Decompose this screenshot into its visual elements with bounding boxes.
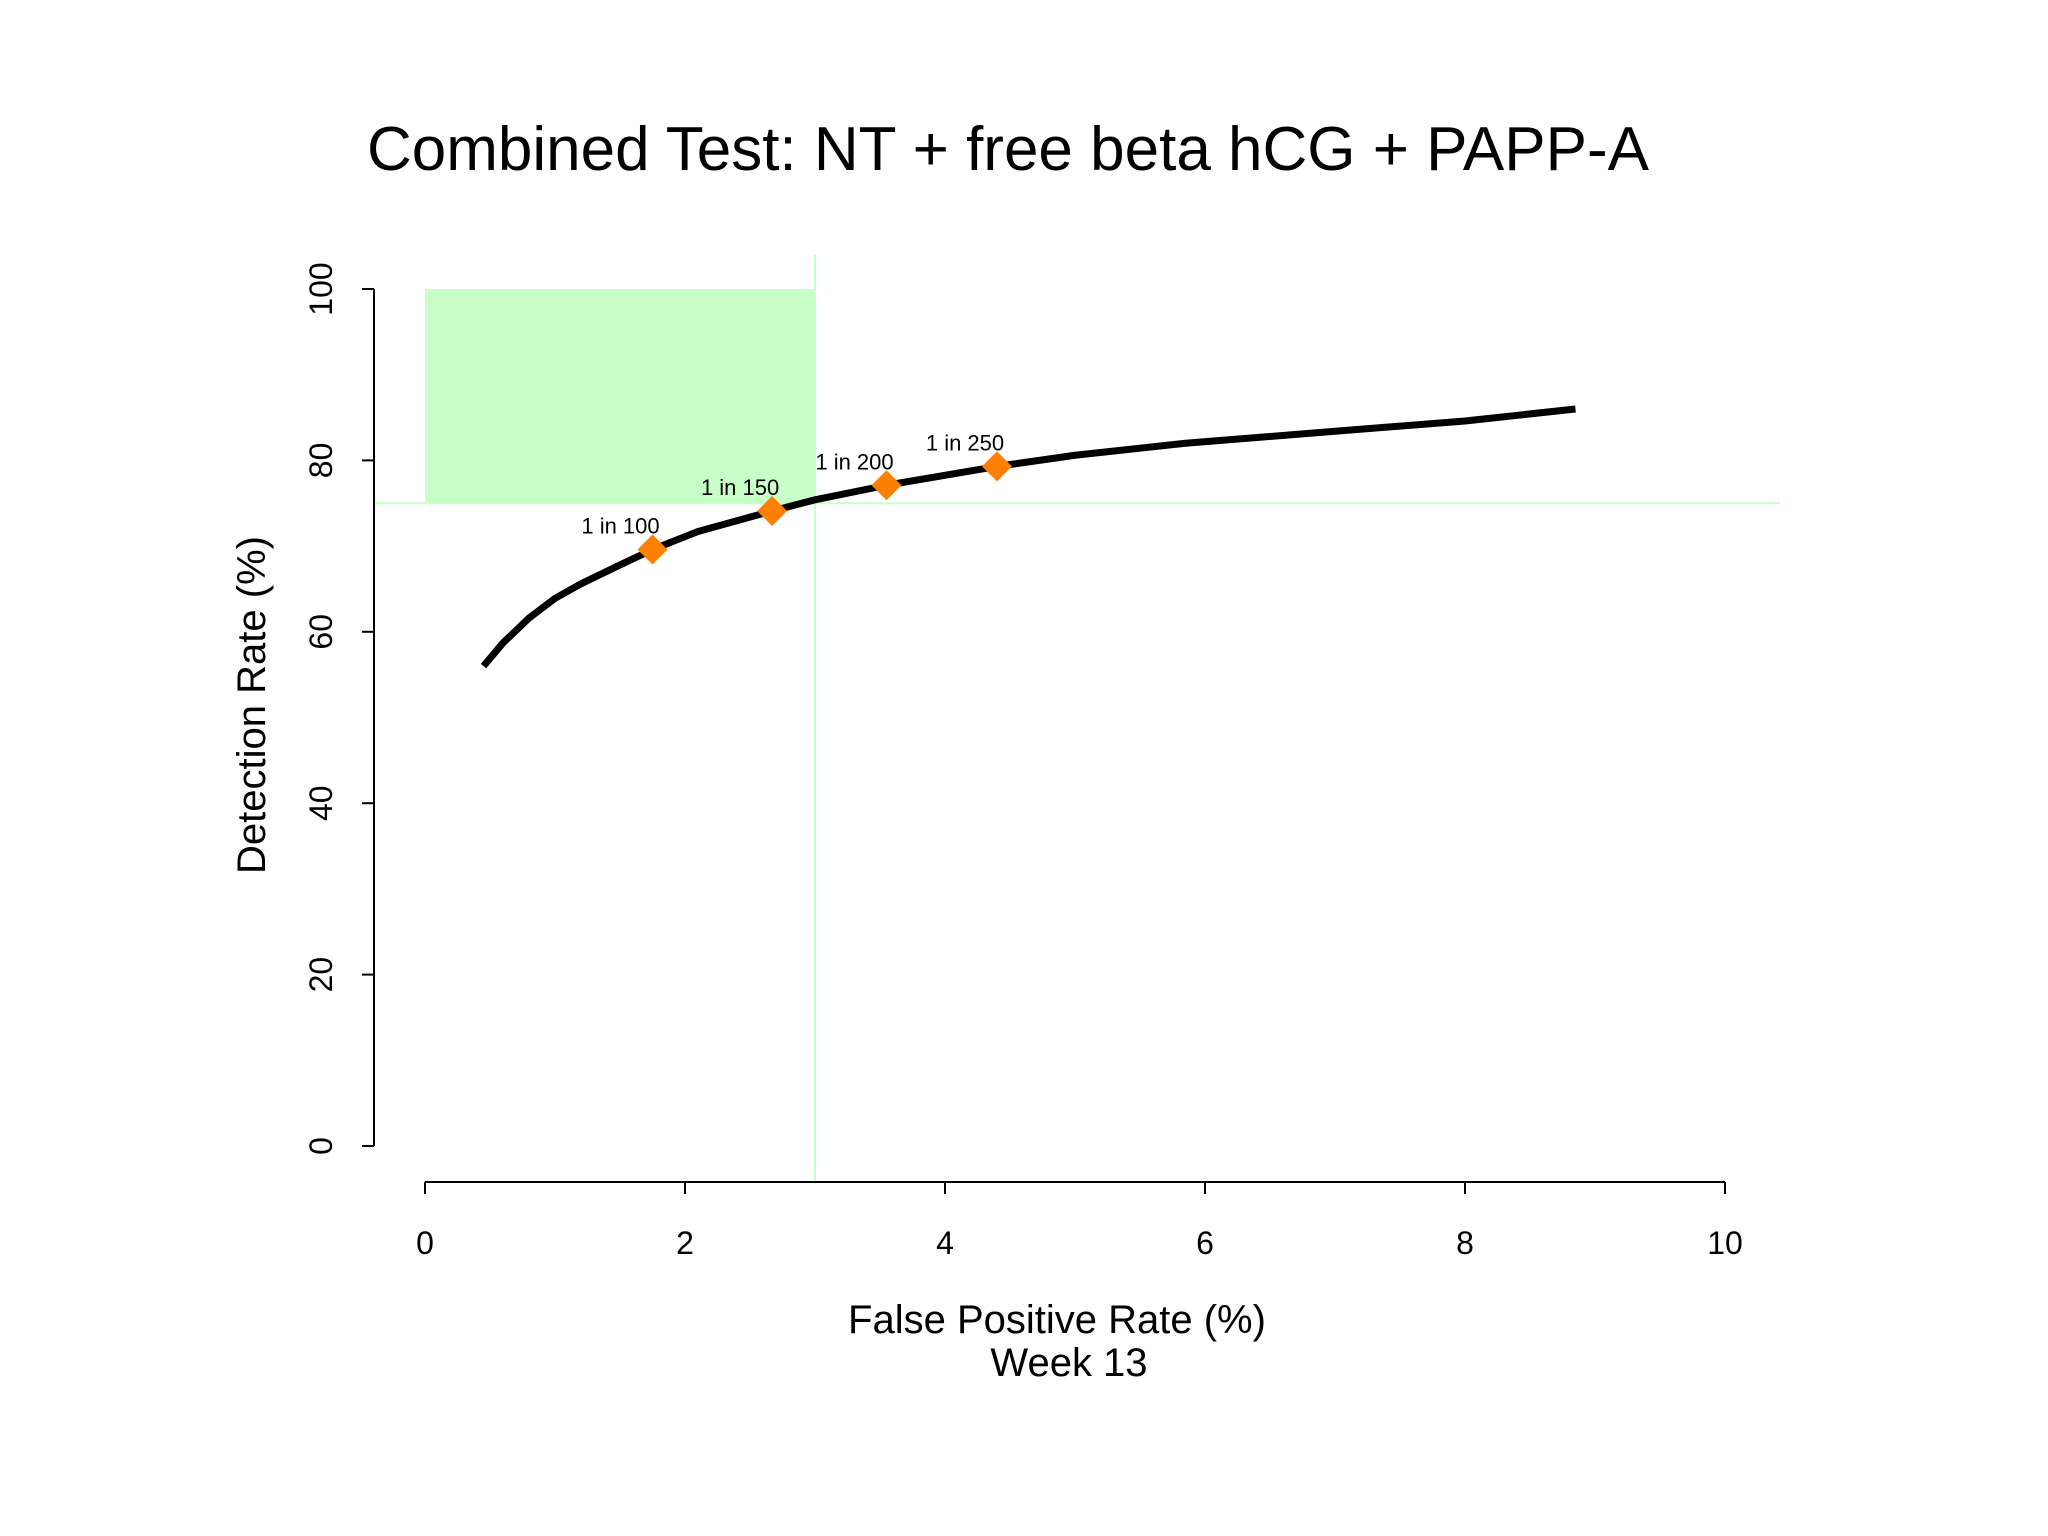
x-tick-label: 0 xyxy=(416,1225,434,1261)
x-tick-label: 10 xyxy=(1707,1225,1743,1261)
x-tick-label: 6 xyxy=(1196,1225,1214,1261)
chart-title: Combined Test: NT + free beta hCG + PAPP… xyxy=(367,115,1650,184)
y-tick-label: 80 xyxy=(303,443,339,479)
y-tick-label: 40 xyxy=(303,785,339,821)
y-axis-ticks: 0 20 40 60 80 100 xyxy=(303,262,374,1155)
y-tick-label: 0 xyxy=(303,1137,339,1155)
x-axis-label: False Positive Rate (%) xyxy=(848,1298,1266,1342)
y-tick-label: 60 xyxy=(303,614,339,650)
y-axis: 0 20 40 60 80 100 xyxy=(303,262,375,1155)
reference-lines-layer xyxy=(374,255,1780,1182)
x-tick-label: 8 xyxy=(1456,1225,1474,1261)
x-axis-sublabel: Week 13 xyxy=(990,1341,1147,1385)
threshold-marker-label: 1 in 100 xyxy=(581,514,659,539)
x-tick-label: 2 xyxy=(676,1225,694,1261)
threshold-marker xyxy=(637,534,668,565)
target-region-layer xyxy=(425,289,815,504)
y-tick-label: 20 xyxy=(303,957,339,993)
threshold-marker xyxy=(982,451,1012,482)
threshold-marker-label: 1 in 250 xyxy=(926,430,1004,455)
x-axis: 0 2 4 6 8 10 xyxy=(416,1181,1743,1261)
marker-layer: 1 in 100 1 in 150 1 in 200 1 in 250 xyxy=(581,430,1012,565)
threshold-marker-label: 1 in 200 xyxy=(815,449,893,474)
y-tick-label: 100 xyxy=(303,262,339,315)
x-axis-ticks: 0 2 4 6 8 10 xyxy=(416,1182,1743,1261)
x-tick-label: 4 xyxy=(936,1225,954,1261)
y-axis-label: Detection Rate (%) xyxy=(230,536,274,874)
threshold-marker xyxy=(871,470,902,501)
threshold-marker-label: 1 in 150 xyxy=(701,475,779,500)
target-region xyxy=(425,289,815,504)
threshold-marker xyxy=(757,495,788,526)
